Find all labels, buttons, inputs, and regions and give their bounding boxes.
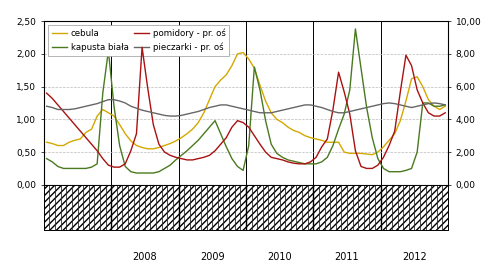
Text: 2008: 2008 (132, 252, 157, 262)
Bar (330, 185, 336, 230)
Bar (50, 185, 55, 230)
Bar (302, 185, 308, 230)
Bar (150, 185, 156, 230)
Bar (280, 185, 285, 230)
Bar (252, 185, 257, 230)
Bar (285, 185, 291, 230)
Bar (347, 185, 353, 230)
Bar (437, 185, 442, 230)
Bar (341, 185, 347, 230)
Bar (274, 185, 280, 230)
Bar (106, 185, 111, 230)
Bar (218, 185, 224, 230)
Bar (364, 185, 370, 230)
Bar (139, 185, 145, 230)
Bar (313, 185, 319, 230)
Bar (358, 185, 364, 230)
Bar (409, 185, 414, 230)
Bar (414, 185, 420, 230)
Bar (184, 185, 190, 230)
Bar (375, 185, 381, 230)
Text: 2010: 2010 (267, 252, 292, 262)
Bar (77, 185, 83, 230)
Bar (426, 185, 431, 230)
Bar (297, 185, 302, 230)
Bar (44, 185, 50, 230)
Bar (173, 185, 179, 230)
Bar (117, 185, 122, 230)
Bar (324, 185, 330, 230)
Bar (240, 185, 246, 230)
Bar (168, 185, 173, 230)
Bar (336, 185, 341, 230)
Bar (229, 185, 235, 230)
Bar (397, 185, 403, 230)
Bar (353, 185, 358, 230)
Bar (190, 185, 195, 230)
Bar (381, 185, 386, 230)
Bar (133, 185, 139, 230)
Bar (224, 185, 229, 230)
Bar (156, 185, 162, 230)
Bar (94, 185, 100, 230)
Bar (128, 185, 133, 230)
Text: 2011: 2011 (335, 252, 359, 262)
Bar (403, 185, 409, 230)
Bar (83, 185, 89, 230)
Bar (263, 185, 268, 230)
Bar (179, 185, 184, 230)
Bar (442, 185, 448, 230)
Bar (370, 185, 375, 230)
Bar (420, 185, 426, 230)
Bar (66, 185, 72, 230)
Bar (100, 185, 106, 230)
Bar (431, 185, 437, 230)
Bar (291, 185, 297, 230)
Bar (89, 185, 94, 230)
Bar (319, 185, 324, 230)
Bar (206, 185, 212, 230)
Bar (268, 185, 274, 230)
Legend: cebula, kapusta biała, pomidory - pr. oś, pieczarki - pr. oś: cebula, kapusta biała, pomidory - pr. oś… (48, 25, 229, 56)
Bar (61, 185, 66, 230)
Bar (392, 185, 397, 230)
Bar (72, 185, 77, 230)
Bar (235, 185, 240, 230)
Bar (162, 185, 168, 230)
Bar (246, 185, 252, 230)
Bar (386, 185, 392, 230)
Bar (308, 185, 313, 230)
Bar (212, 185, 218, 230)
Text: 2012: 2012 (402, 252, 427, 262)
Bar (195, 185, 201, 230)
Text: 2009: 2009 (200, 252, 225, 262)
Bar (122, 185, 128, 230)
Bar (145, 185, 150, 230)
Bar (111, 185, 117, 230)
Bar (257, 185, 263, 230)
Bar (55, 185, 61, 230)
Bar (201, 185, 206, 230)
